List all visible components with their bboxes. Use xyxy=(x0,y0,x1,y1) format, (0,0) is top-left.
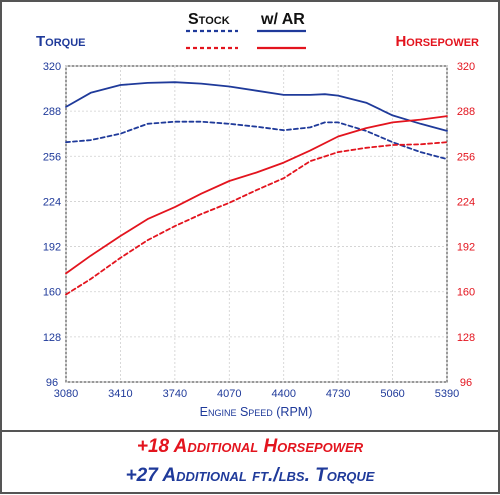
x-tick-label: 4730 xyxy=(326,388,350,400)
x-tick-label: 3080 xyxy=(54,388,78,400)
y-left-tick-label: 320 xyxy=(43,61,61,73)
y-right-tick-label: 224 xyxy=(457,196,475,208)
grid xyxy=(65,65,448,383)
legend: Stock w/ AR xyxy=(186,11,306,50)
x-axis-title: Engine Speed (RPM) xyxy=(200,405,313,419)
series-line-stock-torque xyxy=(65,120,448,161)
footer-hp-gain: +18 Additional Horsepower xyxy=(137,436,364,457)
y-left-tick-label: 256 xyxy=(43,151,61,163)
y-right-tick-label: 320 xyxy=(457,61,475,73)
y-left-tick-label: 224 xyxy=(43,196,61,208)
left-axis-title: Torque xyxy=(36,33,86,50)
y-left-tick-label: 96 xyxy=(46,377,58,389)
x-tick-label: 4070 xyxy=(217,388,241,400)
series-lines xyxy=(65,81,448,296)
series-line-ar-horsepower xyxy=(65,115,448,275)
y-left-tick-label: 192 xyxy=(43,242,61,254)
legend-stock-label: Stock xyxy=(188,11,230,28)
x-tick-label: 3410 xyxy=(108,388,132,400)
y-right-tick-label: 192 xyxy=(457,242,475,254)
y-left-tick-label: 288 xyxy=(43,106,61,118)
y-right-tick-label: 160 xyxy=(457,287,475,299)
footer-torque-gain: +27 Additional ft./lbs. Torque xyxy=(126,465,375,486)
y-right-tick-label: 288 xyxy=(457,106,475,118)
plot-area xyxy=(65,65,448,383)
x-tick-label: 5060 xyxy=(380,388,404,400)
y-right-tick-label: 256 xyxy=(457,151,475,163)
x-tick-label: 5390 xyxy=(435,388,459,400)
legend-ar-label: w/ AR xyxy=(260,11,305,28)
y-right-tick-label: 96 xyxy=(460,377,472,389)
right-axis-title: Horsepower xyxy=(395,33,479,50)
series-line-ar-torque xyxy=(65,81,448,132)
footer-frame xyxy=(0,430,500,494)
y-left-tick-label: 128 xyxy=(43,332,61,344)
series-line-stock-horsepower xyxy=(65,141,448,296)
y-left-tick-label: 160 xyxy=(43,287,61,299)
x-tick-label: 4400 xyxy=(271,388,295,400)
x-tick-label: 3740 xyxy=(163,388,187,400)
y-right-tick-label: 128 xyxy=(457,332,475,344)
tick-labels: 3080 3410 3740 4070 4400 4730 5060 5390 320 320 28… xyxy=(43,61,475,400)
